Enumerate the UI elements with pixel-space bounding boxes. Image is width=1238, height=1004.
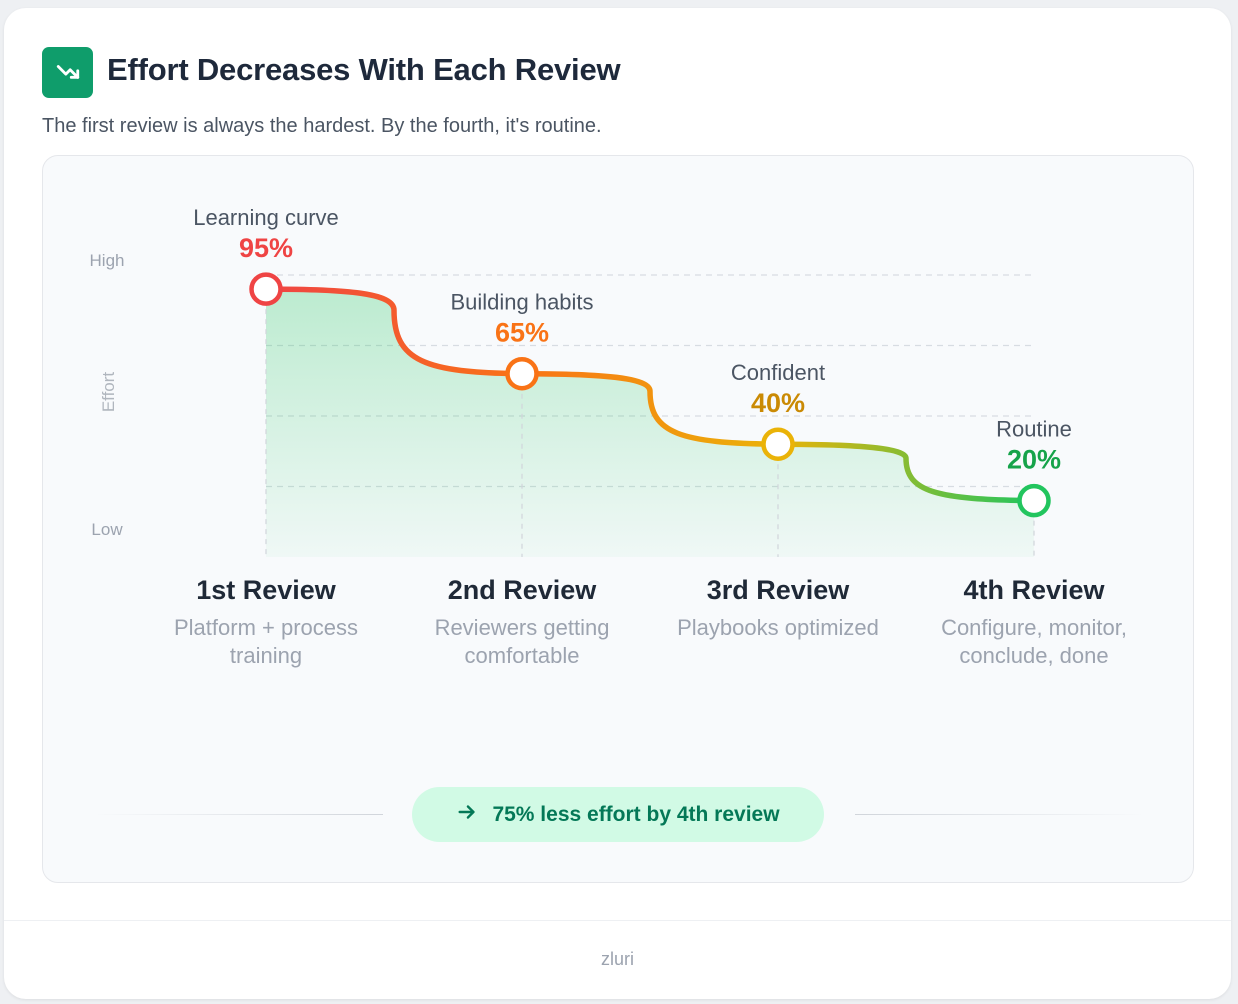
- summary-divider-left: [93, 814, 383, 815]
- page-title: Effort Decreases With Each Review: [107, 52, 621, 87]
- effort-line: [263, 286, 1037, 504]
- stage-label-3: Confident: [731, 360, 825, 385]
- footer-divider: [4, 920, 1231, 921]
- summary-badge: 75% less effort by 4th review: [412, 787, 824, 842]
- effort-chart: High Low Effort 95% Learning curve 1st Review…: [90, 205, 1127, 668]
- y-tick-low: Low: [91, 520, 123, 539]
- x-description-3: Playbooks optimized: [677, 615, 879, 640]
- stage-label-2: Building habits: [450, 290, 593, 315]
- x-tick-2: 2nd Review: [448, 575, 598, 605]
- x-tick-3: 3rd Review: [707, 575, 851, 605]
- summary-text: 75% less effort by 4th review: [492, 802, 780, 826]
- effort-area: [266, 289, 1034, 557]
- trending-down-icon: [42, 47, 93, 98]
- y-axis-label: Effort: [99, 372, 118, 413]
- stage-label-4: Routine: [996, 417, 1072, 442]
- chart-panel: High Low Effort 95% Learning curve 1st Review…: [42, 155, 1194, 883]
- x-description-1: Platform + process training: [174, 615, 358, 668]
- summary-divider-right: [855, 814, 1145, 815]
- data-point-4: [1017, 483, 1051, 518]
- x-description-4: Configure, monitor, conclude, done: [941, 615, 1127, 668]
- x-tick-1: 1st Review: [196, 575, 337, 605]
- data-label-2: 65%: [495, 318, 549, 348]
- data-label-3: 40%: [751, 388, 805, 418]
- data-point-1: [249, 272, 283, 306]
- arrow-right-icon: [456, 801, 478, 829]
- chart-card: Effort Decreases With Each Review The fi…: [4, 8, 1231, 999]
- stage-label-1: Learning curve: [193, 205, 339, 230]
- footer-brand: zluri: [600, 949, 634, 969]
- page-subtitle: The first review is always the hardest. …: [42, 115, 602, 137]
- data-label-4: 20%: [1007, 445, 1061, 475]
- x-description-2: Reviewers getting comfortable: [435, 615, 610, 668]
- data-label-1: 95%: [239, 233, 293, 263]
- y-tick-high: High: [90, 251, 125, 270]
- data-point-2: [505, 356, 539, 391]
- x-tick-4: 4th Review: [963, 575, 1105, 605]
- data-point-3: [761, 427, 795, 461]
